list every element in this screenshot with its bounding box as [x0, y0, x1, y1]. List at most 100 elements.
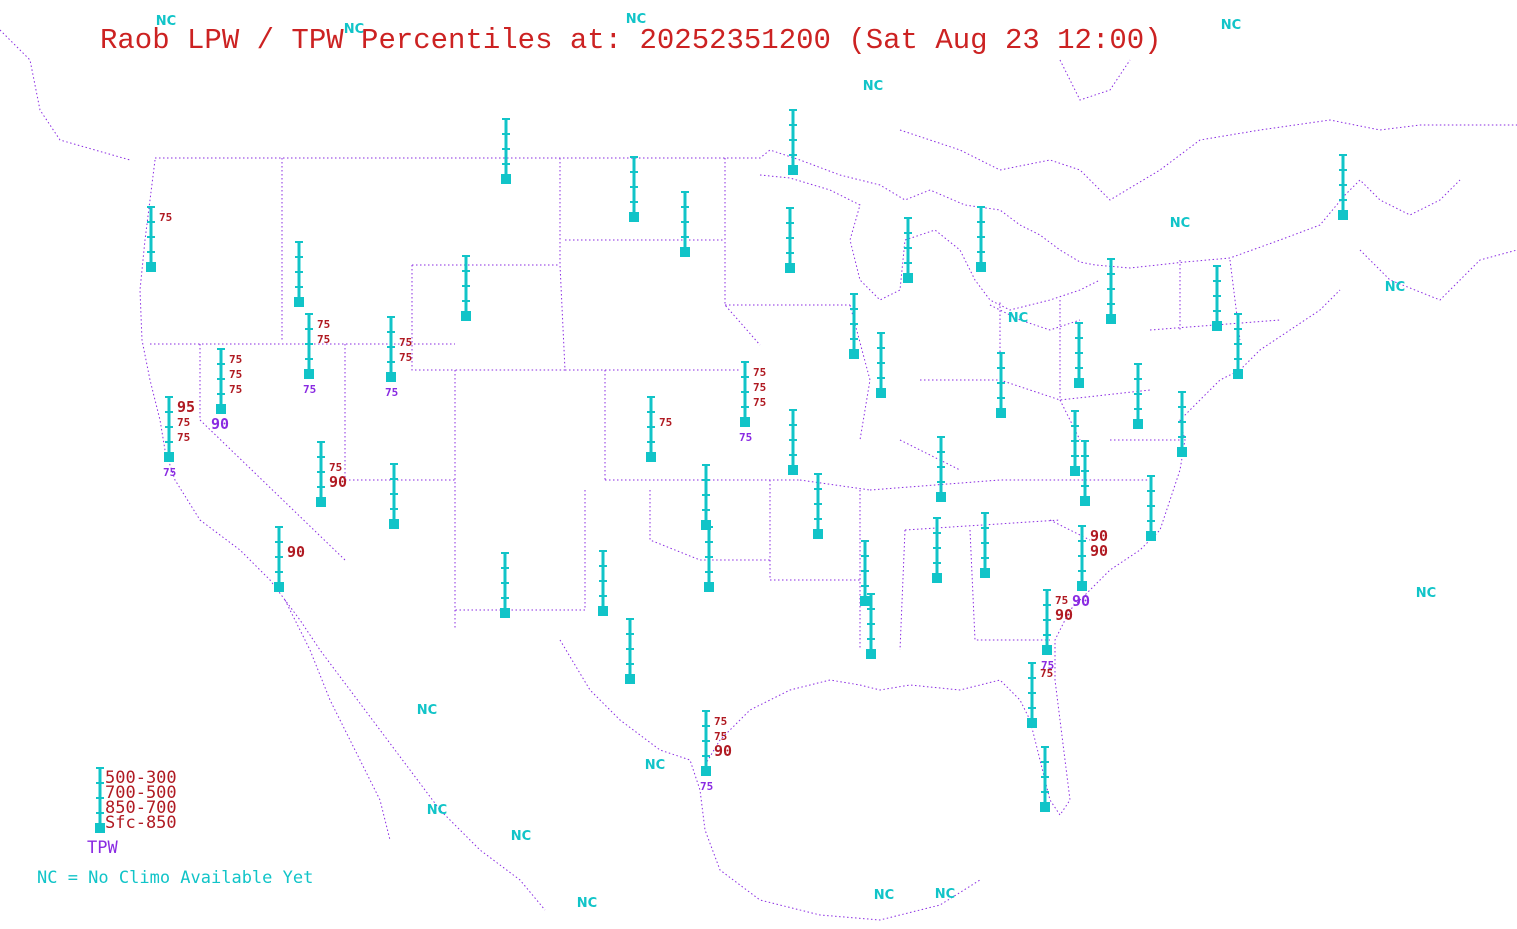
nc-marker: NC: [863, 79, 883, 94]
station-marker: [740, 417, 750, 427]
nc-marker: NC: [577, 896, 597, 911]
station-marker: [701, 520, 711, 530]
station-marker: [146, 262, 156, 272]
station-marker: [932, 573, 942, 583]
station-marker: [936, 492, 946, 502]
station-gaylord: [976, 206, 986, 272]
lpw-percentile-label-l2: 75: [399, 351, 412, 364]
station-pittsburgh: [1074, 322, 1084, 388]
station-marker: [866, 649, 876, 659]
legend-tpw: TPW: [87, 838, 118, 858]
station-tampa: 75: [1027, 662, 1053, 728]
station-marker: [701, 766, 711, 776]
station-marker: [1338, 210, 1348, 220]
us-canada-border: [155, 149, 1461, 269]
station-salt-lake: 75 75 75: [385, 316, 412, 399]
nc-marker: NC: [874, 888, 894, 903]
lpw-percentile-label-l3: 75: [659, 416, 672, 429]
nc-marker: NC: [626, 12, 646, 27]
station-greensboro: [1080, 440, 1090, 506]
station-nashville: [936, 436, 946, 502]
lpw-percentile-label-l3: 75: [317, 333, 330, 346]
lpw-percentile-label-l3: 90: [1090, 542, 1108, 560]
station-newport: [1146, 475, 1156, 541]
station-marker: [1040, 802, 1050, 812]
nc-marker: NC: [156, 14, 176, 29]
lpw-percentile-label-l2: 90: [714, 742, 732, 760]
station-springfield: [788, 409, 798, 475]
station-marker: [501, 174, 511, 184]
station-marker: [976, 262, 986, 272]
tpw-percentile-label: 75: [303, 383, 316, 396]
station-denver: [389, 463, 399, 529]
lpw-percentile-label-l4: 75: [317, 318, 330, 331]
legend-layer-500-300: 500-300: [105, 768, 177, 788]
station-blacksburg: [1070, 410, 1080, 476]
station-norman: [701, 464, 711, 530]
station-caribou: [1338, 154, 1348, 220]
station-fort-worth: [704, 526, 714, 592]
nc-marker: NC: [1008, 311, 1028, 326]
lpw-percentile-label-l4: 75: [159, 211, 172, 224]
lpw-percentile-label-l3: 90: [1055, 606, 1073, 624]
lpw-percentile-label-l3: 75: [229, 368, 242, 381]
station-miami: [1040, 746, 1050, 812]
station-marker: [785, 263, 795, 273]
lpw-percentile-label-l4: 75: [229, 353, 242, 366]
station-marker: [680, 247, 690, 257]
tpw-percentile-label: 75: [700, 780, 713, 793]
lpw-percentile-label-l3: 75: [399, 336, 412, 349]
station-marker: [95, 823, 105, 833]
lpw-percentile-label-l2: 75: [229, 383, 242, 396]
station-marker: [1074, 378, 1084, 388]
station-marker: [1133, 419, 1143, 429]
station-spokane: [294, 241, 304, 307]
station-marker: [598, 606, 608, 616]
station-little-rock: [813, 473, 823, 539]
lpw-percentile-label-l4: 75: [753, 366, 766, 379]
basemap: [0, 29, 1517, 921]
lpw-percentile-label-l4: 75: [1055, 594, 1068, 607]
nc-marker: NC: [1416, 586, 1436, 601]
station-marker: [996, 408, 1006, 418]
station-marker: [704, 582, 714, 592]
station-reno: 75 75 75 90: [211, 348, 242, 433]
station-marker: [625, 674, 635, 684]
lpw-percentile-label-l3: 75: [753, 381, 766, 394]
station-marker: [164, 452, 174, 462]
tpw-percentile-label: 75: [385, 386, 398, 399]
station-marker: [274, 582, 284, 592]
station-sterling: [1133, 363, 1143, 429]
tpw-percentile-label: 75: [739, 431, 752, 444]
station-marker: [1212, 321, 1222, 331]
station-marker: [1177, 447, 1187, 457]
station-dodge-city: 75: [646, 396, 672, 462]
station-amarillo: [598, 550, 608, 616]
nc-marker: NC: [935, 887, 955, 902]
nc-marker: NC: [1221, 18, 1241, 33]
nc-marker: NC: [417, 703, 437, 718]
station-marker: [1106, 314, 1116, 324]
legend-glyph-station: [95, 767, 105, 833]
tpw-percentile-label: 90: [211, 415, 229, 433]
legend-layer-700-500: 700-500: [105, 783, 177, 803]
station-marker: [903, 273, 913, 283]
station-marker: [386, 372, 396, 382]
station-marker: [1077, 581, 1087, 591]
station-topeka: 75 75 75 75: [739, 361, 766, 444]
station-marker: [1070, 466, 1080, 476]
station-marker: [461, 311, 471, 321]
nc-marker: NC: [1170, 216, 1190, 231]
station-chanhassen: [785, 207, 795, 273]
lpw-percentile-label-l3: 90: [287, 543, 305, 561]
station-birmingham: [932, 517, 942, 583]
station-marker: [1146, 531, 1156, 541]
legend-nc-note: NC = No Climo Available Yet: [37, 868, 313, 888]
station-wallops: [1177, 391, 1187, 457]
station-albany: [1212, 265, 1222, 331]
station-riverton: [461, 255, 471, 321]
